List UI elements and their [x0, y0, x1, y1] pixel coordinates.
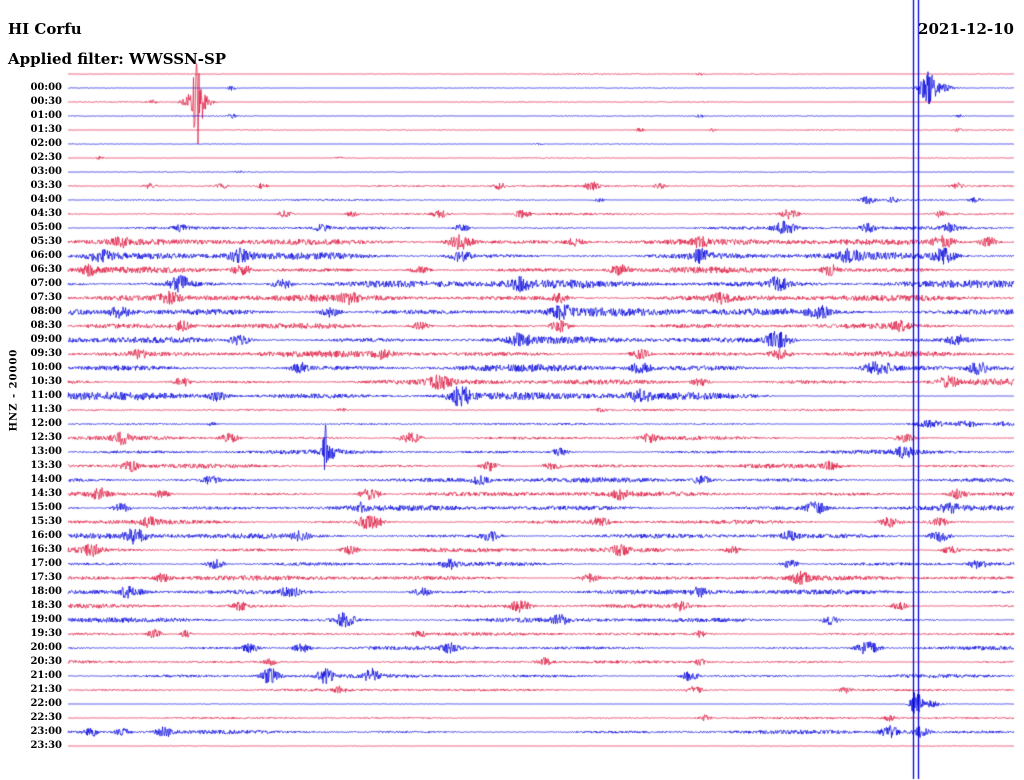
- time-label-0530: 05:30: [30, 236, 62, 247]
- time-label-1700: 17:00: [30, 558, 62, 569]
- time-label-2300: 23:00: [30, 726, 62, 737]
- time-label-1130: 11:30: [30, 404, 62, 415]
- time-label-1600: 16:00: [30, 530, 62, 541]
- channel-axis-label: HNZ - 20000: [8, 348, 20, 432]
- time-label-0700: 07:00: [30, 278, 62, 289]
- time-label-1430: 14:30: [30, 488, 62, 499]
- time-label-0000: 00:00: [30, 82, 62, 93]
- time-label-2330: 23:30: [30, 740, 62, 751]
- time-axis: 00:00 00:30 01:00 01:30 02:00 02:30 03:00 03:30…: [0, 0, 62, 780]
- time-label-0300: 03:00: [30, 166, 62, 177]
- time-label-1030: 10:30: [30, 376, 62, 387]
- time-label-1300: 13:00: [30, 446, 62, 457]
- time-label-2130: 21:30: [30, 684, 62, 695]
- time-label-2100: 21:00: [30, 670, 62, 681]
- time-label-1000: 10:00: [30, 362, 62, 373]
- time-label-2000: 20:00: [30, 642, 62, 653]
- time-label-0400: 04:00: [30, 194, 62, 205]
- time-label-2200: 22:00: [30, 698, 62, 709]
- time-label-0130: 01:30: [30, 124, 62, 135]
- time-label-1900: 19:00: [30, 614, 62, 625]
- time-label-0230: 02:30: [30, 152, 62, 163]
- time-label-2030: 20:30: [30, 656, 62, 667]
- time-label-1200: 12:00: [30, 418, 62, 429]
- time-label-0100: 01:00: [30, 110, 62, 121]
- time-label-1830: 18:30: [30, 600, 62, 611]
- time-label-1230: 12:30: [30, 432, 62, 443]
- time-label-1800: 18:00: [30, 586, 62, 597]
- time-label-1730: 17:30: [30, 572, 62, 583]
- time-label-0600: 06:00: [30, 250, 62, 261]
- time-label-0500: 05:00: [30, 222, 62, 233]
- time-label-0730: 07:30: [30, 292, 62, 303]
- time-label-0900: 09:00: [30, 334, 62, 345]
- time-label-0430: 04:30: [30, 208, 62, 219]
- time-label-0930: 09:30: [30, 348, 62, 359]
- filter-label: Applied filter: WWSSN-SP: [8, 50, 227, 68]
- time-label-1530: 15:30: [30, 516, 62, 527]
- time-label-0200: 02:00: [30, 138, 62, 149]
- time-label-1630: 16:30: [30, 544, 62, 555]
- time-label-0330: 03:30: [30, 180, 62, 191]
- time-label-1100: 11:00: [30, 390, 62, 401]
- time-label-0830: 08:30: [30, 320, 62, 331]
- time-label-1400: 14:00: [30, 474, 62, 485]
- date-label: 2021-12-10: [918, 20, 1014, 38]
- time-label-0630: 06:30: [30, 264, 62, 275]
- time-label-1330: 13:30: [30, 460, 62, 471]
- time-label-1500: 15:00: [30, 502, 62, 513]
- station-title: HI Corfu: [8, 20, 82, 38]
- time-label-0030: 00:30: [30, 96, 62, 107]
- time-label-0800: 08:00: [30, 306, 62, 317]
- time-label-2230: 22:30: [30, 712, 62, 723]
- time-label-1930: 19:30: [30, 628, 62, 639]
